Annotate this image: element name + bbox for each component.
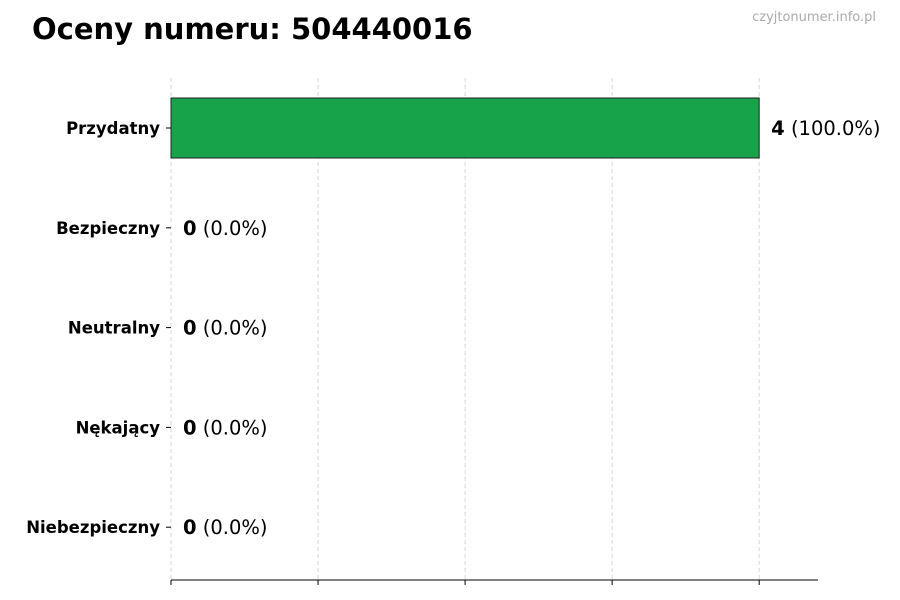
data-label: 4 (100.0%) bbox=[771, 117, 880, 140]
category-label: Neutralny bbox=[68, 319, 160, 338]
percent: (0.0%) bbox=[197, 317, 268, 340]
percent: (0.0%) bbox=[197, 416, 268, 439]
category-label: Przydatny bbox=[66, 119, 160, 138]
chart-title: Oceny numeru: 504440016 bbox=[32, 12, 473, 46]
value: 0 bbox=[183, 217, 197, 240]
data-label: 0 (0.0%) bbox=[183, 416, 268, 439]
value: 4 bbox=[771, 117, 785, 140]
data-label: 0 (0.0%) bbox=[183, 516, 268, 539]
value: 0 bbox=[183, 317, 197, 340]
percent: (0.0%) bbox=[197, 516, 268, 539]
data-label: 0 (0.0%) bbox=[183, 317, 268, 340]
category-label: Niebezpieczny bbox=[26, 518, 160, 537]
value: 0 bbox=[183, 416, 197, 439]
watermark: czyjtonumer.info.pl bbox=[752, 10, 876, 25]
bar bbox=[170, 97, 760, 159]
percent: (100.0%) bbox=[785, 117, 881, 140]
category-label: Bezpieczny bbox=[56, 219, 160, 238]
data-label: 0 (0.0%) bbox=[183, 217, 268, 240]
category-label: Nękający bbox=[76, 418, 161, 437]
percent: (0.0%) bbox=[197, 217, 268, 240]
value: 0 bbox=[183, 516, 197, 539]
